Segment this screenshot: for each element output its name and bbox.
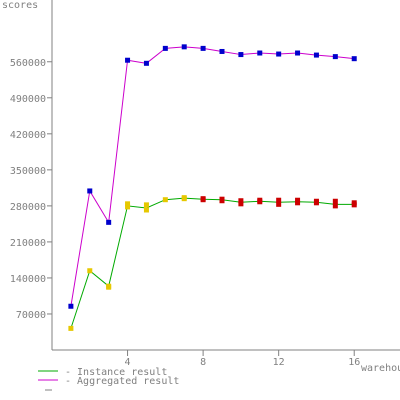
data-point-instance — [68, 325, 74, 331]
data-point-aggregated — [106, 219, 112, 225]
x-tick-label: 8 — [200, 357, 206, 368]
data-point-instance — [332, 203, 338, 209]
data-point-instance — [125, 201, 131, 207]
y-tick-label: 560000 — [10, 58, 46, 69]
data-point-instance — [332, 198, 338, 204]
data-point-aggregated — [125, 57, 131, 63]
data-point-instance — [181, 196, 187, 202]
data-point-instance — [87, 268, 93, 274]
data-point-aggregated — [143, 60, 149, 66]
x-axis-label: warehouses — [361, 363, 400, 374]
data-point-instance — [351, 202, 357, 208]
data-point-instance — [162, 197, 168, 203]
x-tick-label: 12 — [273, 357, 285, 368]
data-point-aggregated — [295, 50, 301, 56]
data-point-aggregated — [68, 303, 74, 309]
y-tick-label: 490000 — [10, 94, 46, 105]
legend: - Instance result - Aggregated result — [38, 367, 179, 391]
data-point-instance — [238, 198, 244, 204]
data-point-aggregated — [219, 48, 225, 54]
data-point-instance — [219, 198, 225, 204]
data-point-aggregated — [181, 44, 187, 50]
y-tick-label: 210000 — [10, 238, 46, 249]
y-tick-label: 420000 — [10, 130, 46, 141]
data-point-instance — [295, 200, 301, 206]
data-point-aggregated — [257, 50, 263, 56]
data-point-instance — [200, 197, 206, 203]
series-line-aggregated — [70, 46, 355, 307]
y-ticks: 70000 140000 210000 280000 350000 420000 49000… — [10, 58, 52, 321]
data-point-aggregated — [276, 51, 282, 57]
y-tick-label: 280000 — [10, 202, 46, 213]
data-point-instance — [313, 200, 319, 206]
data-point-instance — [106, 284, 112, 290]
data-point-aggregated — [162, 45, 168, 51]
data-point-instance — [295, 197, 301, 203]
plot-area — [68, 44, 357, 331]
data-point-instance — [238, 201, 244, 207]
data-point-aggregated — [238, 52, 244, 58]
data-point-instance — [257, 199, 263, 205]
y-axis-label: scores — [2, 0, 38, 11]
series-line-instance — [70, 197, 355, 329]
data-point-aggregated — [87, 188, 93, 194]
data-point-instance — [143, 202, 149, 208]
y-tick-label: 140000 — [10, 274, 46, 285]
data-point-instance — [276, 201, 282, 207]
x-ticks: 4 8 12 16 — [125, 350, 360, 368]
x-tick-label: 16 — [348, 357, 360, 368]
data-point-instance — [143, 207, 149, 213]
data-point-aggregated — [332, 54, 338, 60]
data-point-instance — [276, 197, 282, 203]
legend-label-instance: - Instance result — [65, 367, 167, 378]
x-tick-label: 4 — [125, 357, 131, 368]
y-tick-label: 350000 — [10, 166, 46, 177]
y-tick-label: 70000 — [16, 310, 46, 321]
axes: scores warehouses 70000 140000 210000 28000… — [2, 0, 400, 374]
legend-label-aggregated: - Aggregated result — [65, 376, 179, 387]
data-point-aggregated — [200, 45, 206, 51]
data-point-instance — [125, 204, 131, 210]
data-point-aggregated — [351, 56, 357, 62]
data-point-aggregated — [313, 52, 319, 58]
